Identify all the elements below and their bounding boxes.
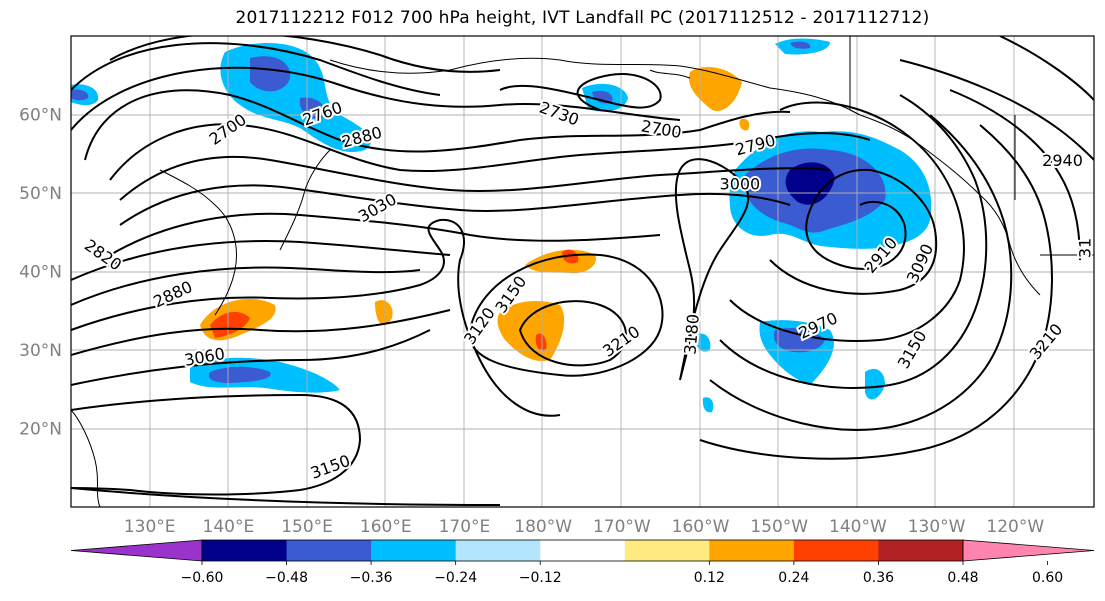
contour-label: 3150: [894, 327, 931, 372]
contour-label: 31: [1076, 238, 1095, 258]
colorbar-tick-label: 0.48: [947, 570, 978, 586]
longitude-label: 160°W: [672, 517, 730, 537]
latitude-labels: 60°N 50°N 40°N 30°N 20°N: [19, 106, 62, 440]
contour-label: 2940: [1042, 151, 1083, 170]
colorbar-segment: [455, 540, 541, 561]
colorbar-segment: [624, 540, 710, 561]
colorbar-outline: [201, 539, 964, 562]
longitude-label: 120°W: [986, 517, 1044, 537]
contour-label: 3180: [680, 313, 702, 355]
colorbar-tick-label: 0.60: [1032, 570, 1063, 586]
contour-label: 3030: [355, 189, 400, 226]
contour-label: 2880: [150, 277, 195, 311]
colorbar-segment: [202, 540, 288, 561]
map-title: 2017112212 F012 700 hPa height, IVT Land…: [235, 8, 930, 28]
colorbar-tick-label: −0.36: [350, 570, 393, 586]
contour-label: 3090: [903, 241, 937, 286]
colorbar-tick-label: 0.36: [863, 570, 894, 586]
longitude-label: 170°W: [593, 517, 651, 537]
latitude-label: 30°N: [19, 341, 62, 361]
latitude-label: 50°N: [19, 184, 62, 204]
longitude-label: 130°E: [124, 517, 176, 537]
contour-label: 3150: [308, 451, 353, 483]
colorbar-tick-label: −0.24: [434, 570, 477, 586]
longitude-label: 130°W: [908, 517, 966, 537]
longitude-label: 140°W: [829, 517, 887, 537]
latitude-label: 20°N: [19, 420, 62, 440]
graticule: [71, 36, 1094, 507]
contour-label: 3210: [1026, 320, 1067, 363]
colorbar-segment: [371, 540, 457, 561]
colorbar-tick-label: −0.48: [265, 570, 308, 586]
contour-label: 2730: [537, 98, 582, 130]
colorbar-extend-min: [70, 539, 203, 562]
height-contours: [71, 36, 1094, 506]
colorbar-segment: [878, 540, 964, 561]
longitude-labels: 130°E 140°E 150°E 160°E 170°E 180°W 170°W 160°W…: [124, 517, 1045, 537]
colorbar-segment: [540, 540, 626, 561]
colorbar: −0.60 −0.48 −0.36 −0.24 −0.12 0.12 0.24 0.36 0.4…: [70, 539, 1095, 586]
contour-label: 2820: [81, 236, 125, 275]
latitude-label: 60°N: [19, 106, 62, 126]
latitude-label: 40°N: [19, 263, 62, 283]
colorbar-segment: [709, 540, 795, 561]
colorbar-extend-max: [962, 539, 1095, 562]
colorbar-tick-label: −0.60: [181, 570, 224, 586]
colorbar-tick-label: 0.12: [694, 570, 725, 586]
colorbar-segment: [793, 540, 879, 561]
map-frame: [70, 35, 1095, 508]
longitude-label: 150°W: [750, 517, 808, 537]
longitude-label: 170°E: [439, 517, 491, 537]
colorbar-tick-label: 0.24: [778, 570, 809, 586]
colorbar-segment: [286, 540, 372, 561]
longitude-label: 150°E: [281, 517, 333, 537]
longitude-label: 140°E: [203, 517, 255, 537]
longitude-label: 160°E: [360, 517, 412, 537]
contour-label: 3000: [720, 175, 761, 194]
longitude-label: 180°W: [514, 517, 572, 537]
colorbar-tick-label: −0.12: [519, 570, 562, 586]
